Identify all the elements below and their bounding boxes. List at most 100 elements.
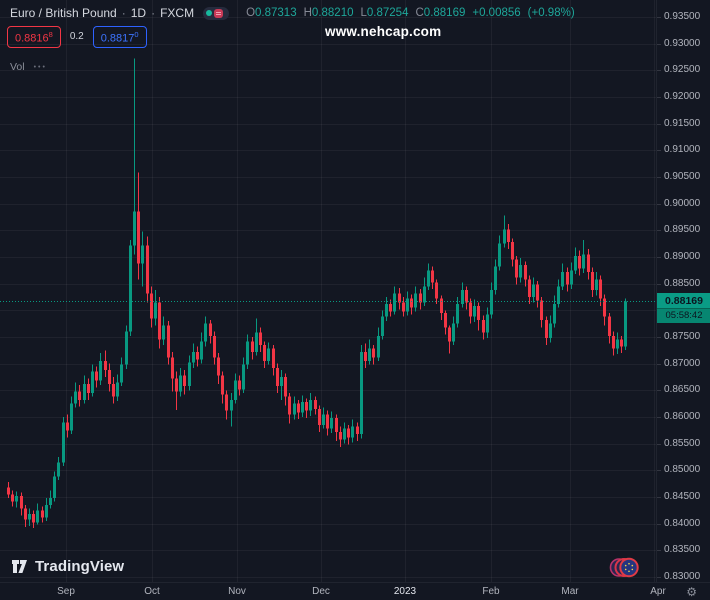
candle-body [32, 514, 35, 523]
tradingview-logo[interactable]: TradingView [11, 558, 124, 575]
candle-body [125, 331, 128, 365]
candle-body [335, 418, 338, 432]
candle-body [133, 211, 136, 246]
bar-countdown: 05:58:42 [657, 308, 710, 323]
ohlc-close: C 0.88169 [415, 7, 466, 19]
candle-body [347, 428, 350, 438]
last-price-value: 0.88169 [657, 293, 710, 308]
candle-body [276, 367, 279, 387]
candle-body [620, 339, 623, 347]
candle-body [7, 487, 10, 495]
candle-body [221, 375, 224, 395]
candle-body [339, 431, 342, 440]
change-value: +0.00856 [472, 7, 521, 19]
bid-price-button[interactable]: 0.88168 [7, 26, 61, 48]
price-axis-label: 0.87000 [656, 357, 701, 369]
price-axis-label: 0.86500 [656, 384, 701, 396]
candle-body [162, 325, 165, 340]
volume-indicator-legend: Vol ••• [10, 61, 47, 73]
time-axis-label-sep: Sep [57, 586, 75, 597]
candle-body [326, 414, 329, 429]
exchange-label[interactable]: FXCM [160, 6, 195, 20]
price-axis-label: 0.83000 [656, 571, 701, 582]
ask-price-button[interactable]: 0.88170 [92, 26, 147, 48]
candle-body [469, 302, 472, 317]
candle-body [461, 290, 464, 304]
candle-body [393, 293, 396, 312]
candle-body [255, 332, 258, 352]
gear-icon[interactable]: ⚙ [686, 585, 697, 599]
tradingview-brand-text: TradingView [35, 558, 125, 575]
candlestick-chart-canvas[interactable] [0, 0, 656, 582]
candle-body [284, 377, 287, 397]
candle-body [112, 383, 115, 397]
candle-body [242, 364, 245, 390]
candle-body [519, 265, 522, 278]
candle-body [129, 245, 132, 332]
candle-body [507, 229, 510, 243]
candle-body [62, 422, 65, 463]
candle-body [238, 380, 241, 390]
candle-body [272, 348, 275, 368]
volume-label[interactable]: Vol [10, 61, 25, 73]
time-axis[interactable]: ⚙ Sep Oct Nov Dec 2023 Feb Mar Apr [0, 582, 710, 600]
candle-body [259, 332, 262, 345]
candle-body [444, 313, 447, 328]
list-flag-icon [214, 8, 224, 18]
candle-body [494, 266, 497, 291]
candle-body [431, 270, 434, 283]
title-separator: · [151, 6, 156, 20]
spread-value: 0.2 [69, 31, 84, 43]
candle-body [414, 293, 417, 308]
candle-body [532, 284, 535, 297]
candle-body [288, 396, 291, 415]
ohlc-open: O 0.87313 [246, 7, 297, 19]
candle-body [66, 422, 69, 431]
candle-body [540, 300, 543, 320]
time-axis-label-2023: 2023 [393, 586, 417, 597]
candle-body [524, 265, 527, 280]
candle-body [15, 495, 18, 502]
price-axis-label: 0.89500 [656, 224, 701, 236]
candle-body [104, 361, 107, 371]
candle-body [146, 245, 149, 294]
candle-body [372, 348, 375, 358]
candle-body [435, 282, 438, 299]
candle-body [183, 375, 186, 387]
candle-body [213, 335, 216, 358]
more-options-dots-icon[interactable]: ••• [33, 63, 47, 71]
candle-body [20, 495, 23, 509]
symbol-title[interactable]: Euro / British Pound [10, 6, 117, 20]
candle-body [566, 271, 569, 285]
candle-body [246, 341, 249, 365]
ohlc-low: L 0.87254 [360, 7, 409, 19]
candle-body [503, 229, 506, 244]
price-axis[interactable]: 0.88169 05:58:42 0.93500 0.93000 0.92500 0.… [656, 0, 710, 582]
time-axis-label-oct: Oct [144, 586, 160, 597]
candle-body [293, 403, 296, 415]
candle-body [570, 270, 573, 285]
candle-body [490, 290, 493, 315]
market-status-toggle[interactable] [203, 6, 230, 20]
candle-body [440, 298, 443, 313]
candle-body [120, 364, 123, 383]
candle-body [36, 510, 39, 523]
candle-body [74, 391, 77, 404]
candle-body [41, 510, 44, 518]
candle-body [616, 339, 619, 349]
price-axis-label: 0.90500 [656, 171, 701, 182]
price-axis-label: 0.93500 [656, 11, 701, 22]
last-price-badge[interactable]: 0.88169 05:58:42 [657, 293, 710, 323]
candle-body [234, 380, 237, 400]
candle-body [465, 290, 468, 303]
title-separator: · [121, 6, 126, 20]
price-axis-label: 0.91000 [656, 144, 701, 156]
candle-body [91, 371, 94, 393]
eur-gbp-pair-flags-icon[interactable] [608, 555, 644, 580]
tradingview-glyph-icon [12, 560, 27, 573]
candle-body [263, 345, 266, 361]
candle-body [230, 399, 233, 411]
candle-body [553, 303, 556, 324]
interval-label[interactable]: 1D [130, 6, 147, 20]
price-axis-label: 0.89000 [656, 251, 701, 262]
